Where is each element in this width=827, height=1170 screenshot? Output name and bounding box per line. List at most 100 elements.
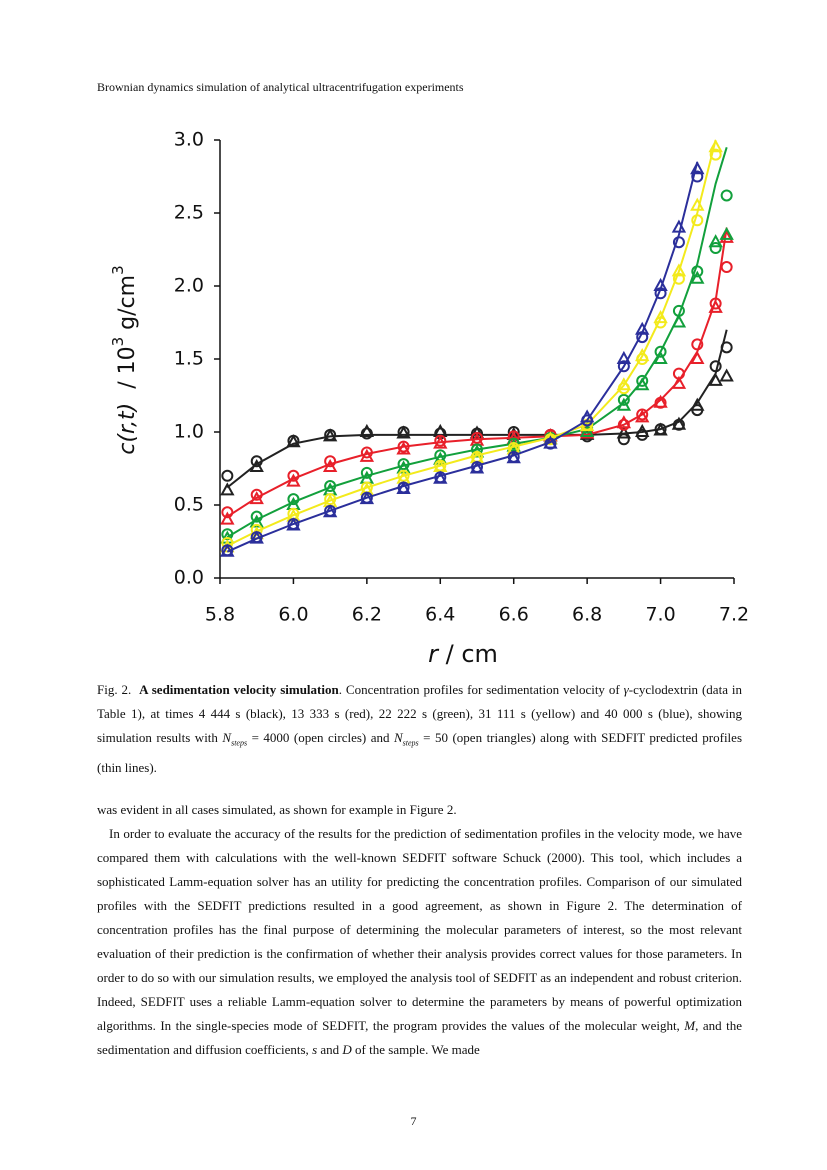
running-header: Brownian dynamics simulation of analytic… [97, 80, 464, 94]
x-tick-label: 6.4 [425, 604, 455, 626]
triangle-marker [635, 423, 650, 437]
y-label-sup: 3 [109, 337, 127, 347]
body-text: was evident in all cases simulated, as s… [97, 798, 742, 1062]
caption-text: = 50 (open triangles) along with SEDFIT … [97, 730, 743, 775]
triangle-marker [708, 372, 723, 386]
circle-marker [221, 469, 234, 482]
circle-marker [221, 536, 234, 549]
x-tick-label: 6.6 [499, 604, 529, 626]
circle-marker [720, 261, 733, 274]
y-tick-label: 2.0 [174, 275, 204, 297]
profile-line [226, 147, 728, 538]
page-number: 7 [410, 1114, 417, 1128]
circle-marker [287, 493, 300, 506]
triangle-marker [249, 458, 264, 473]
circle-marker [709, 297, 722, 310]
triangle-marker [469, 460, 485, 474]
triangle-marker [220, 511, 235, 525]
triangle-marker [671, 314, 687, 328]
triangle-marker [653, 277, 668, 291]
caption-symbol: N [394, 730, 403, 745]
circle-marker [691, 265, 704, 278]
circle-marker [324, 480, 337, 493]
triangle-marker [506, 450, 521, 464]
y-tick-label: 1.0 [174, 421, 204, 443]
text: was evident in all cases simulated, as s… [97, 802, 457, 817]
triangle-marker [616, 377, 632, 391]
triangle-marker [690, 161, 705, 175]
x-tick-label: 6.0 [278, 604, 308, 626]
circle-marker [221, 528, 234, 541]
triangle-marker [469, 425, 485, 439]
triangle-marker [635, 321, 650, 335]
triangle-marker [286, 473, 301, 487]
y-tick-label: 3.0 [174, 129, 204, 151]
x-tick-label: 7.0 [645, 604, 675, 626]
triangle-marker [690, 270, 705, 284]
y-tick-label: 0.5 [174, 494, 204, 516]
triangle-marker [322, 458, 338, 473]
caption-text: -cyclodextrin (data in Table 1), at time… [97, 682, 743, 745]
triangle-marker [708, 299, 723, 313]
circle-marker [360, 466, 373, 479]
triangle-marker [653, 422, 668, 436]
triangle-marker [433, 451, 448, 465]
triangle-marker [635, 348, 650, 362]
circle-marker [250, 523, 263, 536]
circle-marker [617, 433, 630, 446]
triangle-marker [690, 397, 705, 411]
triangle-marker [690, 197, 705, 211]
triangle-marker [286, 434, 301, 448]
triangle-marker [719, 226, 734, 240]
triangle-marker [653, 310, 668, 324]
triangle-marker [616, 397, 632, 411]
symbol: D [342, 1042, 352, 1057]
profile-line [226, 161, 699, 553]
triangle-marker [616, 425, 632, 439]
triangle-marker [635, 377, 650, 391]
y-tick-label: 2.5 [174, 202, 204, 224]
circle-marker [617, 393, 630, 406]
triangle-marker [671, 263, 687, 277]
circle-marker [672, 236, 685, 249]
circle-marker [720, 189, 733, 202]
text: of the sample. We made [351, 1042, 480, 1057]
triangle-marker [708, 139, 723, 153]
circle-marker [654, 345, 667, 358]
triangle-marker [671, 375, 687, 389]
triangle-marker [359, 491, 375, 505]
circle-marker [636, 374, 649, 387]
caption-text: . Concentration profiles for sedimentati… [338, 682, 624, 697]
triangle-marker [616, 415, 632, 429]
symbol: M [684, 1018, 696, 1033]
triangle-marker [433, 470, 448, 484]
circle-marker [720, 341, 733, 354]
triangle-marker [220, 482, 235, 496]
triangle-marker [322, 504, 338, 518]
x-tick-label: 7.2 [719, 604, 749, 626]
text: and [317, 1042, 343, 1057]
x-axis-label: r / cm [428, 640, 498, 668]
triangle-marker [359, 448, 375, 462]
triangle-marker [671, 219, 687, 233]
triangle-marker [286, 517, 301, 531]
plot: 0.0 0.5 1.0 1.5 2.0 2.5 3.0 5.8 6.0 6.2 6.4 6.6 6.8 7… [174, 129, 749, 626]
chart: 0.0 0.5 1.0 1.5 2.0 2.5 3.0 5.8 6.0 6.2 6.4 6.6 6.8 7… [109, 129, 750, 669]
circle-marker [654, 287, 667, 300]
circle-marker [709, 148, 722, 161]
y-label-part: / 10 [115, 346, 140, 402]
triangle-marker [616, 350, 632, 364]
circle-marker [324, 455, 337, 468]
x-tick-label: 5.8 [205, 604, 235, 626]
caption-title: A sedimentation velocity simulation [139, 682, 339, 697]
profile-line [226, 329, 728, 489]
triangle-marker [433, 435, 448, 449]
y-tick-label: 1.5 [174, 348, 204, 370]
x-label-unit: / cm [438, 640, 498, 668]
triangle-marker [719, 229, 734, 243]
triangle-marker [579, 409, 595, 423]
triangle-marker [690, 350, 705, 364]
triangle-marker [249, 530, 264, 544]
x-tick-label: 6.8 [572, 604, 602, 626]
circle-marker [360, 446, 373, 459]
